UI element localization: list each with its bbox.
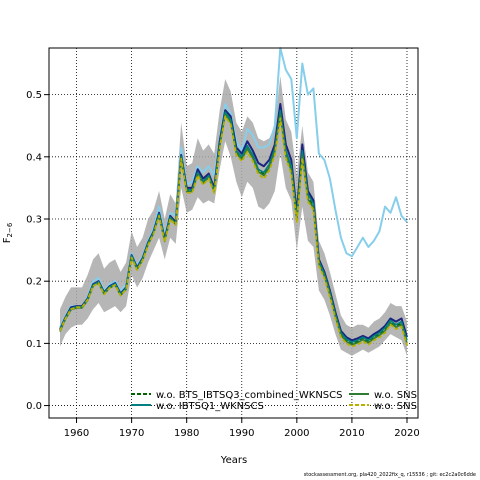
y-axis-label: F2−6 xyxy=(2,222,14,243)
x-axis-label: Years xyxy=(220,455,247,466)
y-tick-label-0.3: 0.3 xyxy=(26,215,42,226)
y-tick-label-0.4: 0.4 xyxy=(26,152,42,163)
legend-label-3: w.o. SNS xyxy=(374,401,417,412)
x-tick-label-1990: 1990 xyxy=(229,428,254,439)
y-axis-label-sub: 2−6 xyxy=(6,222,14,237)
legend-label-2: w.o. SNS xyxy=(374,390,417,401)
x-tick-label-2010: 2010 xyxy=(339,428,364,439)
series-line-5 xyxy=(59,115,408,348)
x-tick-label-2000: 2000 xyxy=(284,428,309,439)
plot-frame xyxy=(48,47,419,419)
y-axis-label-main: F xyxy=(2,237,13,243)
y-tick-label-0.5: 0.5 xyxy=(26,90,42,101)
plot-area: 1960 1970 1980 1990 2000 2010 2020 0.0 0.1 0.2 0.3… xyxy=(26,47,420,439)
y-tick-label-0.0: 0.0 xyxy=(26,401,42,412)
confidence-band xyxy=(60,76,407,356)
legend-label-0: w.o. BTS_IBTSQ3_combined_WKNSCS xyxy=(156,390,342,401)
y-tick-label-0.1: 0.1 xyxy=(26,339,42,350)
legend-label-1: w.o. IBTSQ1_WKNSCS xyxy=(156,401,264,412)
footer-credit: stockassessment.org, pla420_2022fix_q, r… xyxy=(303,472,476,478)
x-tick-label-1960: 1960 xyxy=(64,428,89,439)
x-tick-label-2020: 2020 xyxy=(394,428,419,439)
x-tick-label-1980: 1980 xyxy=(174,428,199,439)
x-tick-label-1970: 1970 xyxy=(119,428,144,439)
y-tick-label-0.2: 0.2 xyxy=(26,277,42,288)
